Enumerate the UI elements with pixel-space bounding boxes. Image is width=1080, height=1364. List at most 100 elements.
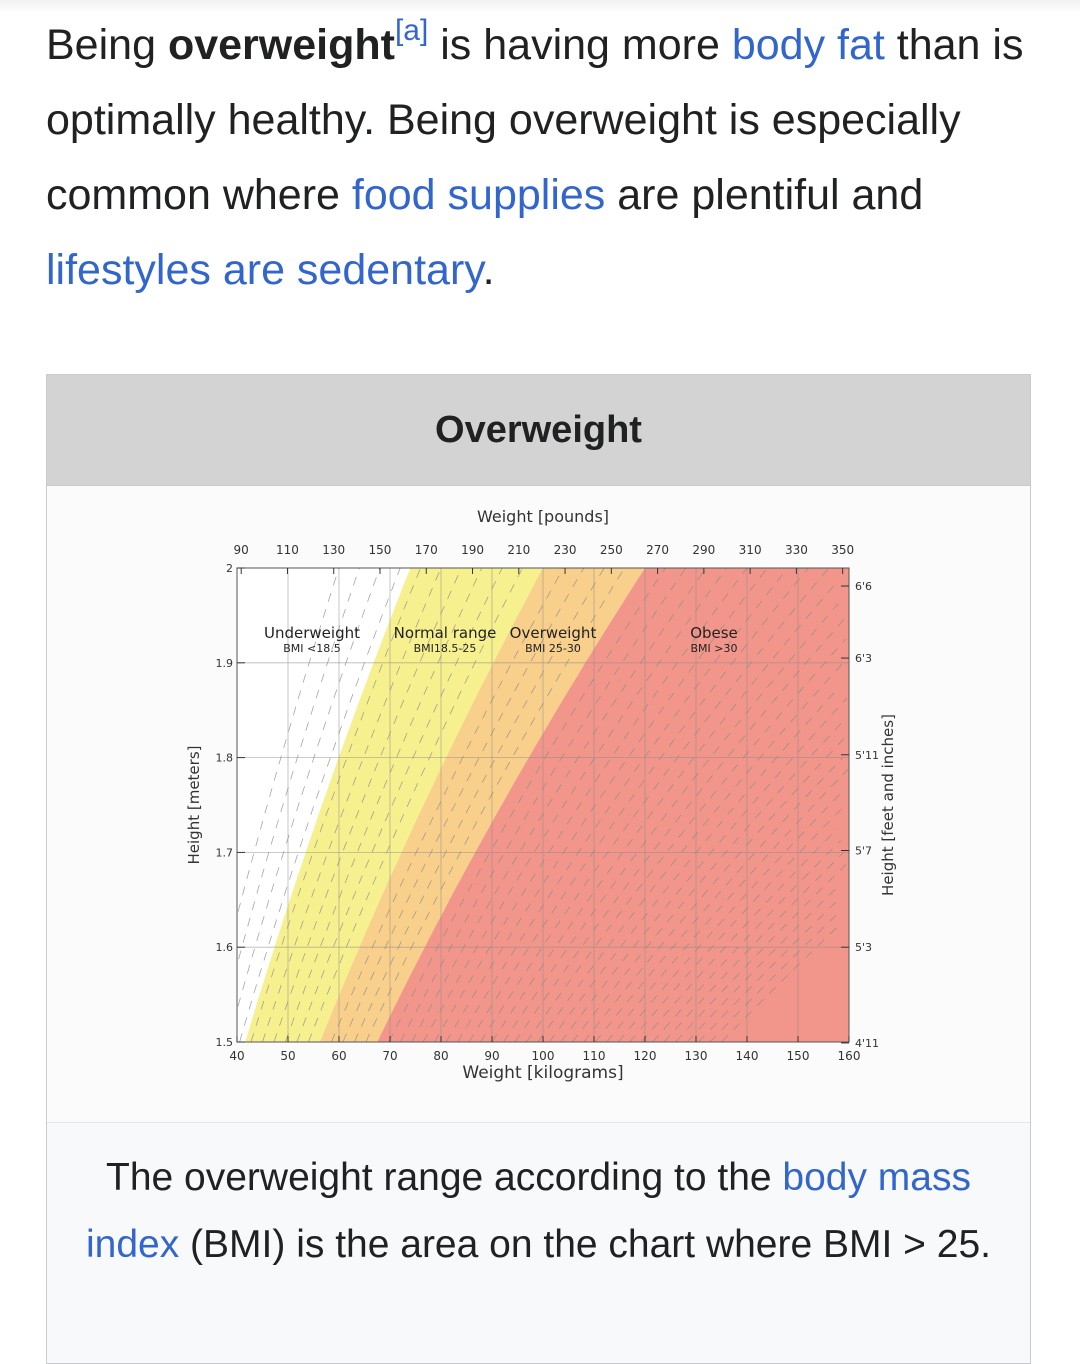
bmi-chart-image[interactable]: 40 50 60 70 80 90 100 110 120 130 140 150 160 90 110 13… bbox=[47, 486, 1030, 1122]
footnote-link[interactable]: [a] bbox=[394, 13, 429, 47]
x-tick-label: 80 bbox=[433, 1049, 448, 1063]
infobox-caption: The overweight range according to the bo… bbox=[67, 1144, 1010, 1278]
x-tick-label: 100 bbox=[532, 1049, 555, 1063]
x-tick-label: 70 bbox=[382, 1049, 397, 1063]
intro-text: are plentiful and bbox=[605, 171, 924, 219]
caption-text: (BMI) is the area on the chart where BMI… bbox=[179, 1223, 992, 1266]
intro-text: . bbox=[482, 246, 495, 294]
x2-tick-label: 290 bbox=[692, 543, 715, 557]
bmi-isoline bbox=[514, 615, 848, 1043]
region-label-normal-range: Normal range bbox=[394, 624, 497, 642]
y2-tick-label: 5'7 bbox=[855, 845, 872, 858]
x2-tick-label: 310 bbox=[739, 543, 762, 557]
y2-tick-label: 6'3 bbox=[855, 652, 872, 665]
bmi-isoline bbox=[237, 567, 381, 1007]
x-tick-label: 50 bbox=[280, 1049, 295, 1063]
x2-tick-label: 270 bbox=[646, 543, 669, 557]
y-tick-label: 1.9 bbox=[216, 657, 234, 670]
bmi-isoline bbox=[238, 567, 360, 960]
food-supplies-link[interactable]: food supplies bbox=[351, 171, 606, 219]
intro-paragraph: Being overweight[a] is having more body … bbox=[46, 8, 1046, 308]
region-obese bbox=[377, 568, 849, 1042]
bmi-isoline bbox=[434, 567, 748, 1043]
bmi-isoline bbox=[686, 887, 837, 1043]
intro-text: Being bbox=[46, 21, 168, 69]
bmi-isoline bbox=[422, 567, 727, 1043]
bmi-isoline bbox=[388, 567, 666, 1043]
bmi-isoline bbox=[629, 804, 846, 1043]
caption-text: The overweight range according to the bbox=[106, 1156, 783, 1199]
bmi-isoline bbox=[606, 769, 849, 1043]
x2-tick-label: 350 bbox=[831, 543, 854, 557]
y-tick-label: 1.6 bbox=[216, 941, 234, 954]
region-bmi-label: BMI <18.5 bbox=[283, 642, 341, 655]
x2-tick-label: 150 bbox=[369, 543, 392, 557]
x2-tick-label: 210 bbox=[507, 543, 530, 557]
infobox-title: Overweight bbox=[47, 375, 1030, 486]
x2-tick-label: 190 bbox=[461, 543, 484, 557]
bmi-isoline bbox=[675, 864, 847, 1043]
bmi-isoline bbox=[399, 567, 687, 1043]
bmi-isoline bbox=[721, 923, 842, 1043]
bmi-isoline bbox=[237, 567, 340, 912]
region-label-obese: Obese bbox=[690, 624, 738, 642]
y-tick-label: 1.7 bbox=[216, 846, 234, 859]
bmi-isoline bbox=[468, 567, 809, 1043]
y-tick-label: 1.8 bbox=[216, 752, 234, 765]
y-tick-label: 1.5 bbox=[216, 1036, 234, 1049]
bmi-isoline bbox=[526, 638, 846, 1043]
bmi-isoline bbox=[663, 852, 844, 1043]
y2-tick-label: 4'11 bbox=[855, 1037, 879, 1050]
bmi-isoline bbox=[640, 828, 838, 1043]
region-normal-range bbox=[245, 568, 544, 1042]
top-shade bbox=[0, 0, 1080, 14]
region-label-underweight: Underweight bbox=[264, 624, 360, 642]
x-tick-label: 140 bbox=[736, 1049, 759, 1063]
bmi-isoline bbox=[549, 686, 841, 1043]
caption-divider bbox=[47, 1122, 1030, 1123]
bmi-isoline bbox=[342, 567, 585, 1043]
bmi-isoline bbox=[331, 567, 564, 1043]
bmi-isoline bbox=[411, 567, 707, 1043]
bmi-isoline bbox=[239, 567, 401, 1043]
x-tick-label: 40 bbox=[229, 1049, 244, 1063]
bmi-isoline bbox=[308, 567, 523, 1043]
body-fat-link[interactable]: body fat bbox=[731, 21, 885, 69]
bmi-chart: 40 50 60 70 80 90 100 110 120 130 140 150 160 90 110 13… bbox=[185, 507, 897, 1083]
y2-axis-label: Height [feet and inches] bbox=[879, 714, 897, 896]
bmi-isoline bbox=[365, 567, 625, 1043]
y2-tick-label: 6'6 bbox=[855, 580, 872, 593]
x2-axis-label: Weight [pounds] bbox=[477, 507, 609, 526]
bmi-isoline bbox=[445, 567, 768, 1043]
intro-bold-term: overweight bbox=[167, 21, 395, 69]
x-tick-label: 150 bbox=[787, 1049, 810, 1063]
x-tick-label: 110 bbox=[583, 1049, 606, 1063]
x-tick-label: 90 bbox=[484, 1049, 499, 1063]
x-tick-label: 130 bbox=[685, 1049, 708, 1063]
bmi-isoline bbox=[571, 721, 843, 1043]
bmi-isoline bbox=[709, 911, 841, 1043]
region-overweight bbox=[319, 568, 645, 1042]
y2-tick-label: 5'11 bbox=[855, 749, 879, 762]
y-axis-label: Height [meters] bbox=[185, 746, 203, 865]
bmi-link[interactable]: body mass index bbox=[85, 1156, 971, 1266]
x2-tick-label: 110 bbox=[276, 543, 299, 557]
x-axis-label: Weight [kilograms] bbox=[462, 1063, 623, 1083]
x2-tick-label: 250 bbox=[600, 543, 623, 557]
bmi-isoline bbox=[503, 603, 839, 1043]
region-bmi-label: BMI 25-30 bbox=[525, 642, 581, 655]
region-bmi-label: BMI18.5-25 bbox=[414, 642, 477, 655]
sedentary-lifestyle-link[interactable]: lifestyles are sedentary bbox=[46, 246, 483, 294]
x-tick-label: 160 bbox=[838, 1049, 861, 1063]
bmi-isoline bbox=[560, 698, 848, 1043]
x2-tick-label: 170 bbox=[415, 543, 438, 557]
intro-text: than is optimally healthy. Being overwei… bbox=[46, 21, 1024, 219]
x-tick-label: 120 bbox=[634, 1049, 657, 1063]
x2-tick-label: 130 bbox=[322, 543, 345, 557]
infobox: Overweight 40 50 60 70 80 90 100 110 120 130 140 15… bbox=[46, 374, 1031, 1364]
intro-text: is having more bbox=[428, 21, 732, 69]
x-tick-label: 60 bbox=[331, 1049, 346, 1063]
bmi-isoline bbox=[353, 567, 605, 1043]
region-bmi-label: BMI >30 bbox=[691, 642, 738, 655]
x2-tick-label: 230 bbox=[554, 543, 577, 557]
